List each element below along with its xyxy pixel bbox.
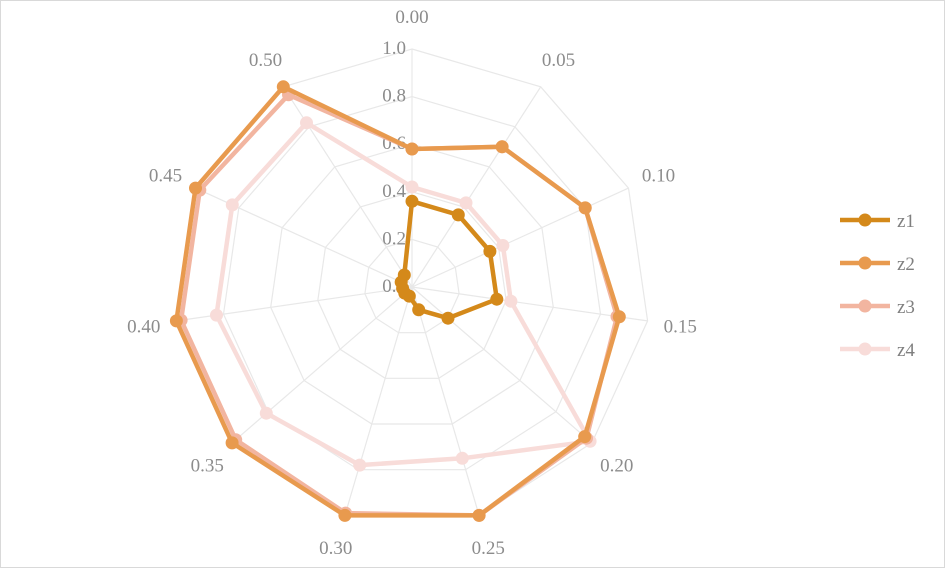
legend-item-z4: z4 — [840, 340, 915, 361]
data-point — [210, 308, 223, 322]
radial-tick-label: 0.4 — [382, 181, 406, 202]
radial-tick-label: 0.2 — [382, 228, 406, 249]
data-point — [495, 140, 509, 154]
radar-grid — [175, 48, 649, 517]
data-point — [578, 430, 592, 444]
category-label: 0.50 — [249, 50, 282, 71]
data-point — [353, 458, 367, 472]
data-point — [483, 244, 497, 258]
category-label: 0.05 — [542, 50, 575, 71]
series-z4 — [210, 116, 597, 472]
category-label: 0.10 — [642, 165, 675, 186]
grid-ring — [222, 95, 602, 471]
data-point — [451, 208, 465, 222]
legend-label: z2 — [897, 254, 915, 275]
data-point — [169, 314, 183, 328]
grid-spoke — [411, 187, 629, 288]
grid-ring — [270, 143, 554, 425]
data-point — [455, 451, 469, 465]
data-point — [412, 303, 426, 317]
series-line — [174, 84, 622, 518]
data-point — [405, 142, 419, 156]
legend-swatch-marker — [858, 256, 872, 270]
legend-swatch-marker — [858, 342, 872, 356]
category-label: 0.20 — [600, 456, 633, 477]
data-point — [338, 508, 352, 522]
grid-spoke — [411, 286, 480, 516]
data-point — [276, 80, 290, 94]
category-label: 0.45 — [149, 165, 182, 186]
series-z1 — [394, 194, 504, 325]
radial-tick-label: 1.0 — [382, 38, 406, 59]
data-point — [504, 294, 518, 308]
legend-swatch-marker — [858, 299, 872, 313]
data-point — [259, 406, 273, 420]
grid-ring — [364, 238, 460, 334]
data-point — [405, 194, 419, 208]
category-label: 0.00 — [395, 7, 428, 28]
data-point — [472, 508, 486, 522]
grid-spoke — [411, 86, 542, 288]
legend-item-z2: z2 — [840, 254, 915, 275]
data-point — [459, 196, 473, 210]
radial-tick-label: 0.8 — [382, 86, 406, 107]
legend-item-z1: z1 — [840, 211, 915, 232]
data-point — [496, 239, 510, 252]
data-point — [612, 310, 626, 324]
category-label: 0.40 — [127, 317, 160, 338]
legend-label: z1 — [897, 211, 915, 232]
series-line — [214, 120, 593, 468]
data-point — [405, 180, 419, 194]
series-z2 — [169, 80, 626, 522]
radial-tick-labels: 0.00.20.40.60.81.0 — [382, 38, 406, 297]
legend-item-z3: z3 — [840, 297, 915, 318]
grid-ring — [317, 191, 507, 379]
data-point — [441, 311, 455, 325]
data-point — [578, 201, 592, 215]
grid-spoke — [411, 286, 593, 444]
category-label: 0.25 — [472, 538, 505, 559]
legend-label: z3 — [897, 297, 915, 318]
category-label: 0.15 — [664, 317, 697, 338]
legend: z1 z2 z3 z4 — [840, 211, 915, 361]
grid-spoke — [344, 286, 413, 516]
series-layer — [169, 80, 626, 522]
data-point — [225, 198, 239, 212]
data-point — [397, 268, 411, 282]
data-point — [490, 292, 504, 306]
category-label: 0.30 — [319, 538, 352, 559]
legend-swatch-marker — [858, 213, 872, 227]
grid-spoke — [411, 286, 648, 322]
data-point — [189, 181, 202, 195]
legend-label: z4 — [897, 340, 915, 361]
data-point — [300, 116, 313, 130]
data-point — [225, 436, 239, 450]
category-labels: 0.00 0.05 0.10 0.15 0.20 0.25 0.30 0.35 0.40 0.45… — [127, 7, 697, 559]
category-label: 0.35 — [191, 456, 224, 477]
